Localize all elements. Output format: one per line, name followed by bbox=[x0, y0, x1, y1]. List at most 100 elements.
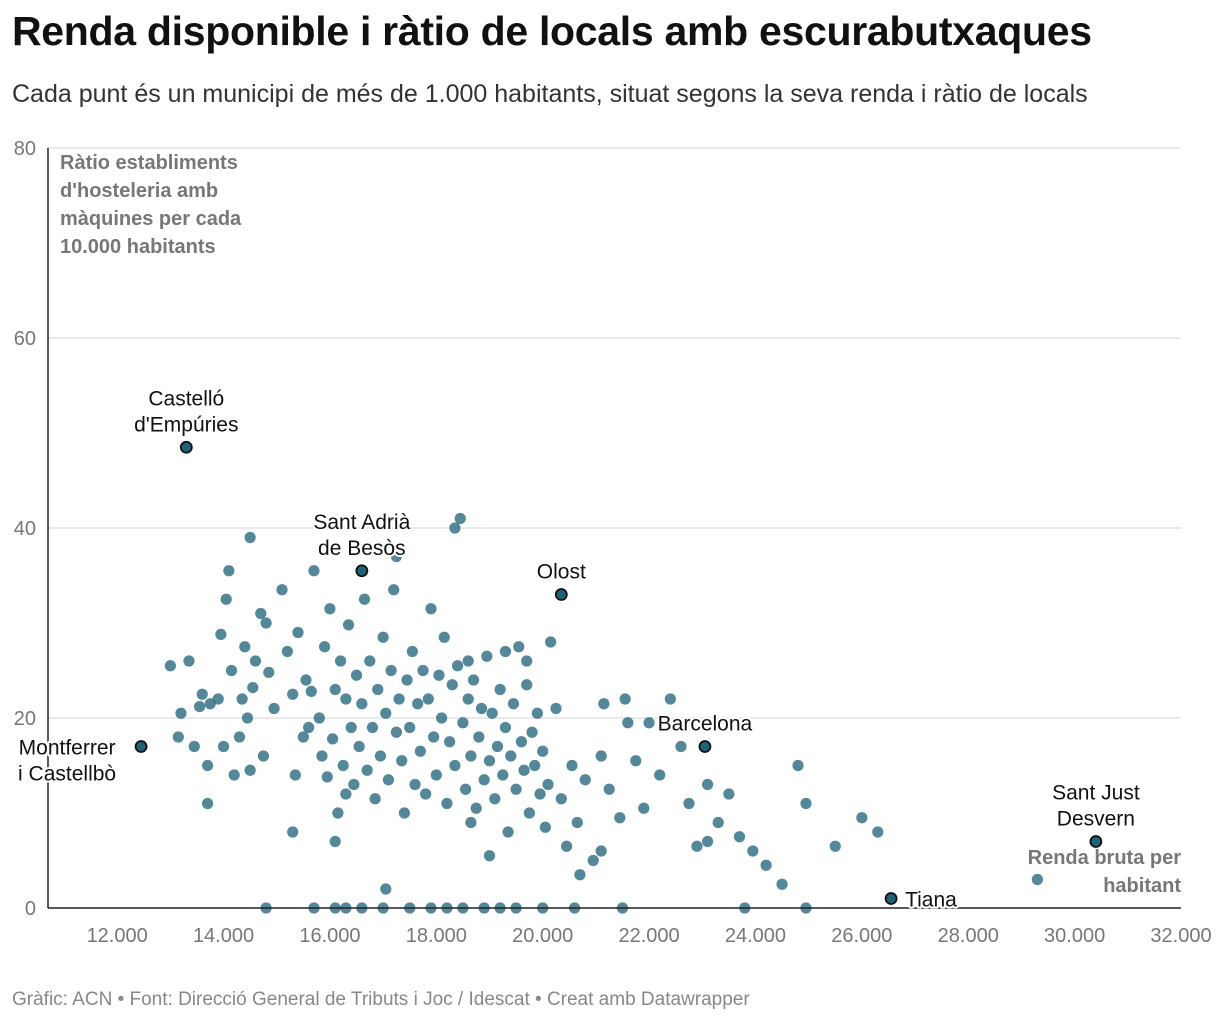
data-point bbox=[220, 593, 232, 605]
data-point bbox=[465, 750, 477, 762]
data-point bbox=[342, 619, 355, 631]
data-point bbox=[561, 840, 573, 852]
highlight-point bbox=[1089, 835, 1103, 848]
data-point bbox=[587, 854, 599, 867]
data-point bbox=[345, 721, 357, 734]
data-point bbox=[701, 778, 714, 791]
data-point bbox=[292, 626, 304, 639]
data-point bbox=[326, 733, 339, 745]
data-point bbox=[598, 698, 610, 710]
data-point bbox=[457, 717, 469, 729]
highlight-label-line: d'Empúries bbox=[134, 413, 238, 436]
data-point bbox=[287, 688, 299, 700]
data-point bbox=[382, 774, 395, 786]
data-point bbox=[526, 726, 538, 738]
data-point bbox=[760, 859, 772, 871]
data-point bbox=[638, 802, 650, 814]
data-point bbox=[539, 821, 551, 833]
highlight-label: Montferrer i Castellbò bbox=[18, 737, 116, 786]
data-point bbox=[521, 679, 533, 691]
data-point bbox=[534, 788, 546, 800]
data-point bbox=[260, 617, 272, 629]
data-point bbox=[188, 740, 200, 753]
data-point bbox=[361, 764, 373, 776]
data-point bbox=[505, 750, 517, 762]
data-point bbox=[316, 750, 328, 762]
data-point bbox=[340, 693, 352, 705]
data-point bbox=[664, 693, 676, 705]
data-point bbox=[241, 712, 254, 724]
data-point bbox=[792, 759, 804, 772]
data-point bbox=[244, 764, 256, 776]
data-point bbox=[595, 750, 607, 762]
data-point bbox=[268, 702, 280, 715]
y-tick-label: 80 bbox=[14, 138, 36, 160]
data-point bbox=[872, 826, 884, 838]
data-point bbox=[499, 721, 512, 734]
y-axis-title-line: Ràtio establiments bbox=[60, 152, 238, 174]
data-point bbox=[1031, 873, 1043, 886]
data-point bbox=[595, 845, 607, 857]
data-point bbox=[263, 666, 275, 679]
data-point bbox=[467, 674, 480, 686]
data-point bbox=[499, 645, 512, 658]
data-point bbox=[196, 688, 208, 700]
data-point bbox=[401, 674, 413, 686]
data-point bbox=[494, 683, 506, 696]
x-axis-title: Renda bruta per habitant bbox=[1028, 847, 1182, 897]
data-point bbox=[420, 788, 432, 800]
highlight-label: Castelló d'Empúries bbox=[134, 387, 238, 436]
data-point bbox=[390, 726, 403, 738]
data-point bbox=[723, 788, 735, 800]
highlight-label: Olost bbox=[537, 561, 586, 584]
data-point bbox=[249, 655, 262, 667]
data-point bbox=[483, 850, 496, 862]
data-point bbox=[510, 783, 522, 795]
data-point bbox=[502, 826, 514, 838]
x-tick-label: 18.000 bbox=[406, 925, 467, 947]
data-point bbox=[414, 745, 426, 757]
data-point bbox=[470, 802, 482, 814]
data-point bbox=[380, 707, 392, 719]
data-point bbox=[297, 731, 309, 743]
data-point bbox=[747, 845, 759, 857]
data-point bbox=[247, 682, 259, 694]
highlight-label-line: Montferrer bbox=[19, 737, 116, 760]
highlight-label-line: Barcelona bbox=[658, 713, 753, 736]
chart-subtitle: Cada punt és un municipi de més de 1.000… bbox=[12, 80, 1088, 108]
data-point bbox=[675, 740, 687, 753]
data-point bbox=[340, 788, 352, 800]
highlight-point bbox=[134, 740, 148, 753]
data-point bbox=[287, 826, 299, 838]
highlight-point bbox=[554, 588, 568, 601]
data-point bbox=[483, 755, 496, 767]
data-point bbox=[622, 717, 634, 729]
data-point bbox=[303, 721, 315, 734]
highlight-label-line: i Castellbò bbox=[18, 763, 116, 786]
data-point bbox=[300, 674, 312, 686]
data-point bbox=[603, 783, 615, 795]
y-tick-label: 60 bbox=[14, 328, 36, 350]
data-point bbox=[574, 869, 586, 881]
data-point bbox=[425, 603, 437, 615]
data-point bbox=[542, 778, 554, 791]
data-point bbox=[481, 650, 493, 662]
x-tick-label: 14.000 bbox=[193, 925, 254, 947]
data-point bbox=[428, 731, 440, 743]
x-tick-label: 26.000 bbox=[831, 925, 892, 947]
data-point bbox=[545, 636, 557, 648]
data-point bbox=[489, 793, 501, 805]
data-point bbox=[566, 759, 578, 772]
data-point bbox=[531, 707, 543, 719]
data-point bbox=[436, 712, 448, 724]
data-point bbox=[459, 783, 472, 795]
data-point bbox=[337, 759, 349, 772]
highlight-label: Sant Just Desvern bbox=[1052, 782, 1140, 831]
highlight-label-line: Olost bbox=[537, 561, 586, 584]
data-point bbox=[462, 655, 474, 667]
data-point bbox=[654, 769, 666, 781]
data-point bbox=[257, 750, 270, 762]
data-point bbox=[193, 701, 206, 713]
data-point bbox=[433, 669, 445, 681]
x-tick-label: 12.000 bbox=[87, 925, 148, 947]
